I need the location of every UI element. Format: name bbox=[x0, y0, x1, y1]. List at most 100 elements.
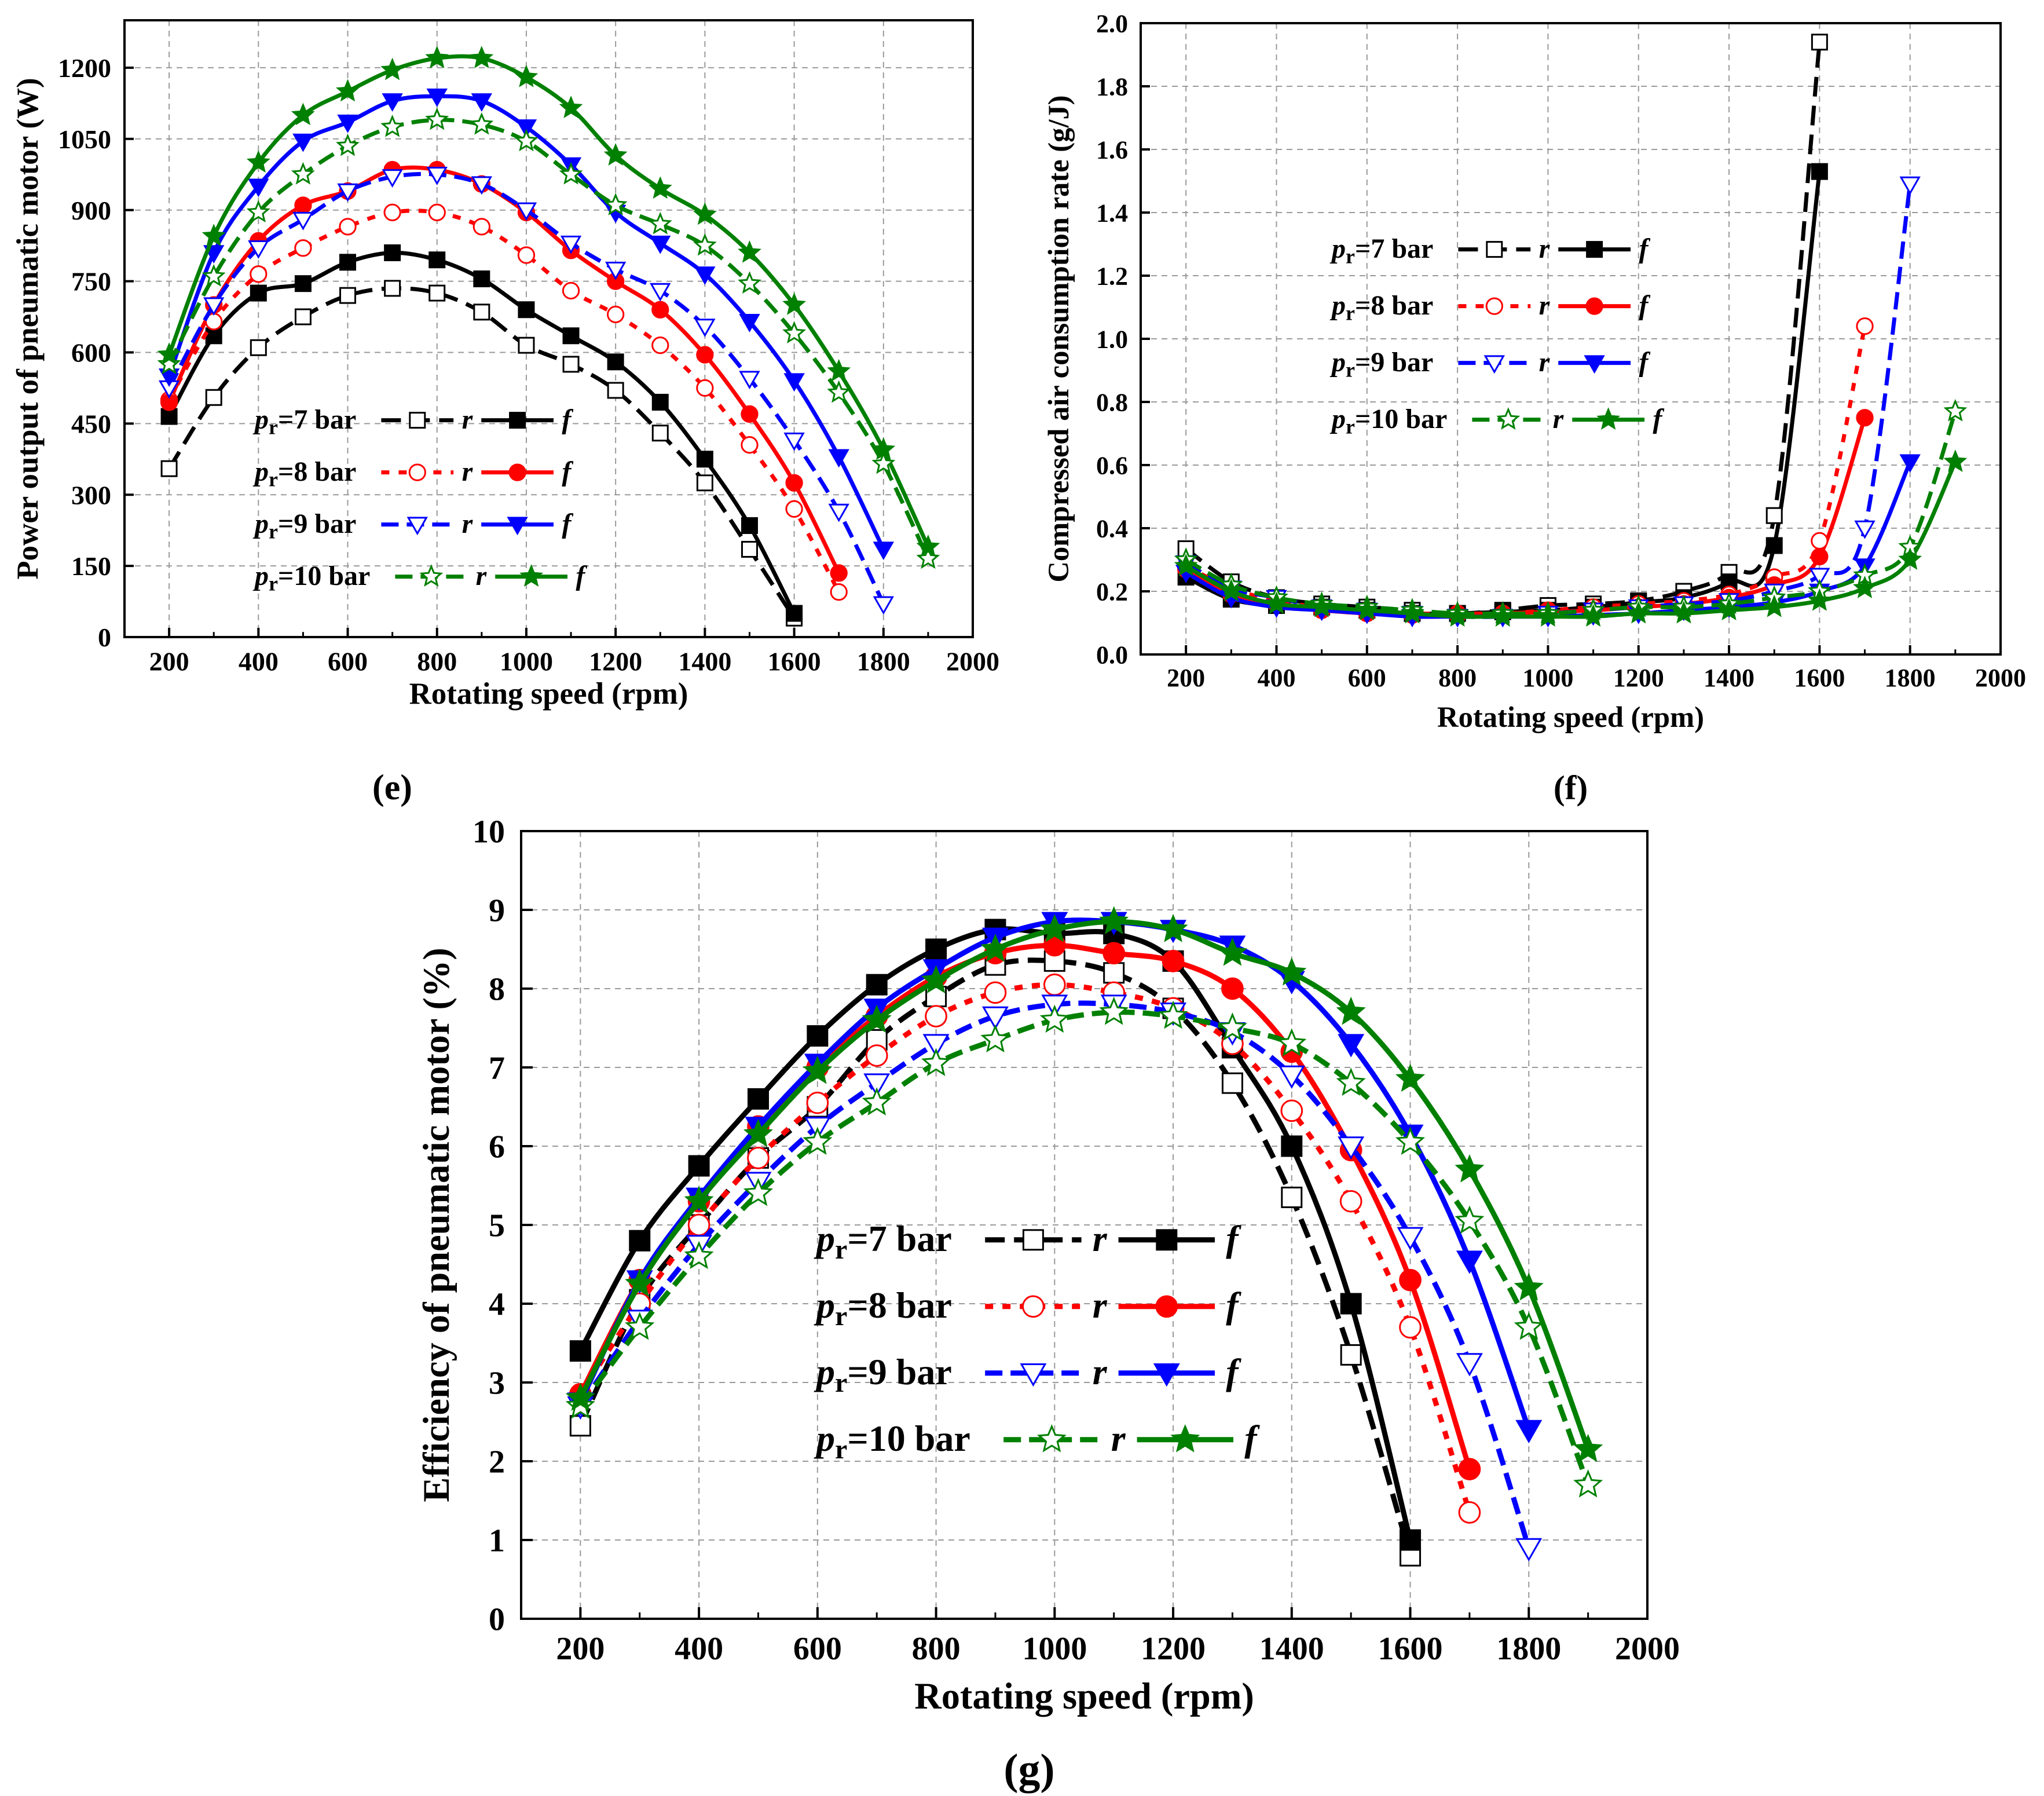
legend-entry-8bar: pr=8 bar r f bbox=[1329, 290, 1650, 325]
data-point-10bar-f bbox=[1445, 604, 1470, 627]
data-point-8bar-r bbox=[865, 1044, 888, 1067]
data-point-7bar-f bbox=[651, 393, 669, 411]
data-point-8bar-f bbox=[830, 564, 848, 582]
legend-r-label: r bbox=[462, 456, 474, 487]
legend-label: pr=9 bar bbox=[1329, 347, 1433, 382]
plot-frame bbox=[123, 19, 974, 638]
legend-r-label: r bbox=[476, 561, 488, 591]
data-point-7bar-f bbox=[1340, 1293, 1362, 1315]
legend-r-label: r bbox=[1093, 1351, 1108, 1392]
data-point-10bar-r bbox=[157, 352, 181, 375]
data-point-10bar-f bbox=[1400, 601, 1424, 624]
data-point-7bar-r bbox=[205, 389, 222, 406]
data-point-8bar-f bbox=[1162, 950, 1185, 972]
x-tick-label: 400 bbox=[1257, 664, 1295, 692]
data-point-10bar-f bbox=[1099, 906, 1129, 935]
data-point-10bar-r bbox=[1099, 996, 1129, 1025]
data-point-10bar-r bbox=[470, 112, 494, 135]
data-point-10bar-f bbox=[470, 46, 494, 68]
legend-entry-7bar: pr=7 bar r f bbox=[814, 1218, 1241, 1265]
data-point-9bar-f bbox=[292, 133, 314, 152]
series-group bbox=[157, 46, 940, 627]
x-tick-label: 1600 bbox=[1378, 1631, 1443, 1667]
data-point-10bar-f bbox=[1395, 1063, 1426, 1092]
y-tick-label: 750 bbox=[71, 267, 111, 297]
data-point-10bar-r bbox=[648, 211, 672, 235]
legend-label: pr=9 bar bbox=[814, 1351, 952, 1398]
data-point-10bar-r bbox=[921, 1048, 951, 1076]
data-point-10bar-f bbox=[693, 202, 717, 225]
data-point-7bar-f bbox=[428, 251, 446, 269]
x-tick-label: 2000 bbox=[946, 647, 999, 676]
x-ticks: 200 400 600 800 1000 1200 1400 1600 1800 2000 bbox=[520, 1607, 1680, 1667]
data-point-9bar-r bbox=[922, 1034, 950, 1058]
data-point-7bar-r bbox=[160, 460, 178, 477]
data-point-10bar-r bbox=[1217, 1012, 1247, 1041]
data-point-10bar-f bbox=[871, 437, 896, 460]
data-point-10bar-r bbox=[603, 192, 628, 215]
data-point-10bar-r bbox=[1455, 1205, 1485, 1234]
data-point-10bar-r bbox=[862, 1087, 892, 1115]
legend-marker-r bbox=[1486, 241, 1503, 258]
data-point-7bar-r bbox=[1221, 1072, 1243, 1094]
y-tick-label: 1.4 bbox=[1096, 199, 1128, 227]
data-point-9bar-r bbox=[1515, 1538, 1543, 1562]
legend-f-label: f bbox=[1639, 290, 1650, 321]
data-point-9bar-r bbox=[426, 167, 448, 185]
data-point-9bar-f bbox=[873, 542, 894, 561]
data-point-9bar-f bbox=[337, 114, 358, 133]
data-point-9bar-r bbox=[605, 261, 627, 280]
y-tick-label: 8 bbox=[489, 972, 505, 1008]
data-point-10bar-f bbox=[1158, 914, 1188, 942]
data-point-10bar-r bbox=[1514, 1312, 1544, 1340]
legend-f-label: f bbox=[1639, 347, 1650, 378]
series-line-10bar-f bbox=[578, 919, 1591, 1451]
data-point-7bar-f bbox=[384, 244, 401, 261]
data-point-10bar-f bbox=[648, 176, 672, 199]
x-axis-label: Rotating speed (rpm) bbox=[1437, 701, 1704, 733]
y-tick-label: 0.6 bbox=[1096, 451, 1128, 480]
legend-f-label: f bbox=[562, 456, 573, 487]
data-point-10bar-f bbox=[1627, 601, 1651, 624]
x-tick-label: 1000 bbox=[1522, 664, 1573, 692]
data-point-10bar-f bbox=[425, 46, 449, 68]
data-point-10bar-f bbox=[1536, 604, 1560, 627]
data-point-9bar-r bbox=[382, 169, 403, 188]
data-point-9bar-f bbox=[739, 314, 760, 332]
legend-marker-f bbox=[508, 463, 526, 481]
data-point-10bar-f bbox=[603, 142, 628, 166]
panel-f: 200 400 600 800 1000 1200 1400 1600 1800 20000.00… bbox=[1042, 9, 2026, 807]
x-tick-label: 800 bbox=[417, 647, 457, 676]
y-ticks: 0 1 2 3 4 5 6 7 8 9 10 bbox=[472, 814, 533, 1638]
grid bbox=[124, 20, 973, 637]
y-tick-label: 1.0 bbox=[1096, 325, 1128, 353]
data-point-7bar-f bbox=[562, 327, 580, 345]
data-point-10bar-f bbox=[565, 1382, 595, 1411]
data-point-9bar-f bbox=[382, 93, 403, 112]
data-point-9bar-f bbox=[1899, 454, 1921, 473]
legend-entry-7bar: pr=7 bar r f bbox=[252, 404, 573, 439]
data-point-10bar-f bbox=[803, 1055, 833, 1084]
data-point-10bar-f bbox=[1762, 594, 1786, 617]
x-tick-label: 1800 bbox=[1885, 664, 1936, 692]
data-point-8bar-r bbox=[517, 246, 536, 264]
legend: pr=7 bar r f pr=8 bar r f pr=9 bar r f pr=10 bar r… bbox=[252, 404, 587, 595]
x-tick-label: 1600 bbox=[1794, 664, 1845, 692]
data-point-10bar-r bbox=[684, 1241, 714, 1270]
legend-marker-f bbox=[1170, 1424, 1200, 1453]
data-point-10bar-f bbox=[1217, 937, 1247, 966]
data-point-7bar-r bbox=[339, 287, 357, 304]
data-point-10bar-f bbox=[1310, 594, 1334, 617]
data-point-8bar-r bbox=[1458, 1501, 1481, 1524]
y-tick-label: 1.2 bbox=[1096, 262, 1128, 290]
data-point-7bar-f bbox=[250, 284, 267, 302]
x-tick-label: 1600 bbox=[768, 647, 821, 676]
data-point-10bar-r bbox=[782, 321, 807, 344]
data-point-7bar-r bbox=[1281, 1186, 1303, 1208]
legend: pr=7 bar r f pr=8 bar r f pr=9 bar r f pr=10 bar r… bbox=[814, 1218, 1260, 1465]
data-point-10bar-f bbox=[1455, 1154, 1485, 1183]
y-tick-label: 5 bbox=[489, 1208, 505, 1244]
x-tick-label: 400 bbox=[239, 647, 279, 676]
data-point-10bar-f bbox=[514, 64, 539, 87]
data-point-8bar-r bbox=[785, 500, 803, 518]
